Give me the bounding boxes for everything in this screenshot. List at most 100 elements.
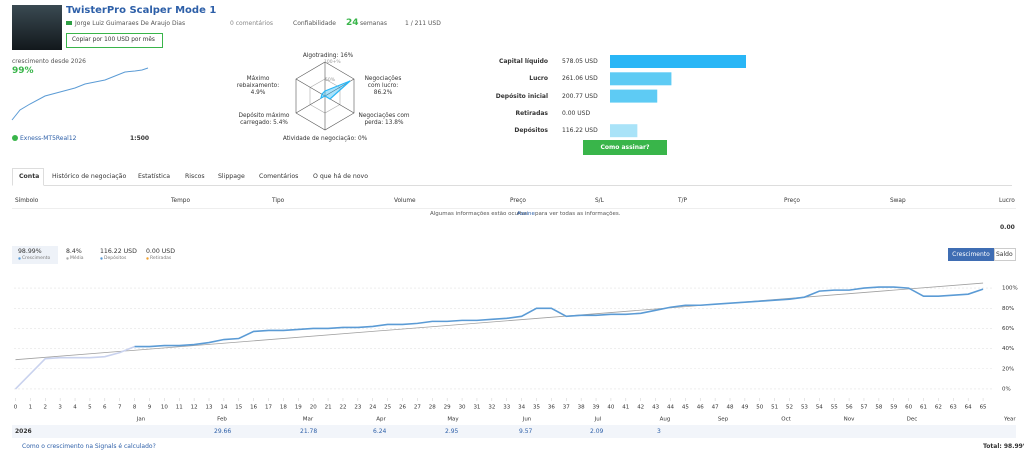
toggle-label[interactable]: Saldo [996, 251, 1013, 258]
notice: Algumas informações estão ocultas. [430, 211, 530, 217]
tab[interactable]: Histórico de negociação [52, 173, 127, 180]
account: Exness-MT5Real12 [20, 135, 77, 142]
bar [610, 72, 672, 86]
bar [610, 89, 658, 103]
month-value: 6.24 [373, 428, 387, 435]
subscribe-label[interactable]: Como assinar? [600, 144, 650, 151]
x-tick-label: 48 [727, 405, 734, 411]
column-header: Preço [510, 198, 526, 204]
radar-label: Depósito máximo carregado: 5.4% [238, 113, 290, 126]
x-tick-label: 52 [786, 405, 793, 411]
x-tick-label: 59 [890, 405, 897, 411]
x-tick-label: 44 [667, 405, 674, 411]
x-tick-label: 65 [980, 405, 987, 411]
tab[interactable]: Conta [19, 173, 40, 180]
footnote[interactable]: Como o crescimento na Signals é calculad… [22, 443, 156, 450]
stat-label: Depósitos [104, 256, 127, 261]
x-tick-label: 4 [73, 405, 77, 411]
x-tick-label: 18 [280, 405, 287, 411]
author: Jorge Luiz Guimaraes De Araujo Dias [75, 20, 186, 27]
month-value: 29.66 [214, 428, 232, 435]
stat-value: 116.22 USD [100, 248, 137, 255]
bar-label: Depósitos [514, 127, 548, 135]
x-tick-label: 14 [220, 405, 227, 411]
x-tick-label: 58 [875, 405, 882, 411]
x-tick-label: 29 [444, 405, 451, 411]
weeks: 24 [346, 18, 359, 28]
radar [295, 61, 355, 131]
radar-label: Máximo rebaixamento: 4.9% [236, 76, 280, 96]
sparkline [11, 67, 149, 121]
growth-label: crescimento desde 2026 [12, 58, 86, 65]
stat-dot [100, 257, 103, 260]
month-label: Dec [907, 417, 918, 423]
x-tick-label: 45 [682, 405, 689, 411]
x-tick-label: 25 [384, 405, 391, 411]
x-tick-label: 53 [801, 405, 808, 411]
x-tick-label: 41 [622, 405, 629, 411]
toggle-on[interactable] [948, 248, 994, 261]
bar-value: 200.77 USD [562, 92, 598, 100]
leverage: 1:500 [130, 135, 150, 142]
x-tick-label: 15 [235, 405, 242, 411]
x-tick-label: 50 [756, 405, 763, 411]
copy-button-label[interactable]: Copiar por 100 USD por mês [72, 37, 155, 43]
stat-dot [146, 257, 149, 260]
table-header-line [12, 208, 1016, 209]
trend-line [15, 282, 984, 361]
year-header: Year [1003, 417, 1016, 423]
x-tick-label: 24 [369, 405, 376, 411]
subscribe-button[interactable] [583, 140, 667, 155]
x-tick-label: 37 [563, 405, 570, 411]
x-tick-label: 16 [250, 405, 257, 411]
toggle-label[interactable]: Crescimento [952, 251, 990, 258]
y-tick-label: 0% [1002, 386, 1011, 392]
x-tick-label: 61 [920, 405, 927, 411]
x-tick-label: 19 [295, 405, 302, 411]
copy-button[interactable] [66, 33, 163, 48]
column-header: Lucro [999, 198, 1015, 204]
column-header: Símbolo [15, 198, 39, 204]
avatar [12, 5, 62, 50]
comments: 0 comentários [230, 20, 273, 27]
x-tick-label: 57 [860, 405, 867, 411]
growth-line [14, 345, 135, 390]
x-tick-label: 56 [846, 405, 853, 411]
x-tick-label: 23 [354, 405, 361, 411]
radar-scale: 100+% [324, 60, 341, 65]
toggle-off[interactable] [994, 248, 1016, 261]
growth-line [134, 286, 984, 348]
bar-label: Lucro [529, 75, 548, 83]
month-label: May [447, 417, 459, 423]
month-label: Jan [136, 417, 146, 423]
x-tick-label: 51 [771, 405, 778, 411]
column-header: Preço [784, 198, 800, 204]
reliability: Confiabilidade [293, 20, 336, 27]
stat-label: Média [70, 256, 84, 261]
tab[interactable]: Estatística [138, 173, 171, 180]
x-tick-label: 32 [488, 405, 495, 411]
x-tick-label: 54 [816, 405, 823, 411]
x-tick-label: 31 [473, 405, 480, 411]
tab[interactable]: Comentários [259, 173, 299, 180]
x-tick-label: 55 [831, 405, 838, 411]
bar [610, 55, 746, 68]
column-header: Volume [394, 198, 416, 204]
month-label: Feb [217, 417, 227, 423]
month-label: Aug [660, 417, 671, 423]
x-tick-label: 11 [176, 405, 183, 411]
month-value: 21.78 [300, 428, 318, 435]
table-row-bg [12, 425, 1016, 438]
month-label: Oct [781, 417, 791, 423]
tab[interactable]: O que há de novo [313, 173, 368, 180]
radar-label: Algotrading: 16% [302, 53, 354, 59]
x-tick-label: 36 [548, 405, 555, 411]
notice-link[interactable]: Assine [517, 211, 535, 217]
tab-active [12, 168, 44, 186]
y-tick-label: 80% [1002, 306, 1014, 312]
trades-total: 0.00 [1000, 224, 1015, 231]
tab[interactable]: Slippage [218, 173, 245, 180]
tab[interactable]: Riscos [185, 173, 205, 180]
